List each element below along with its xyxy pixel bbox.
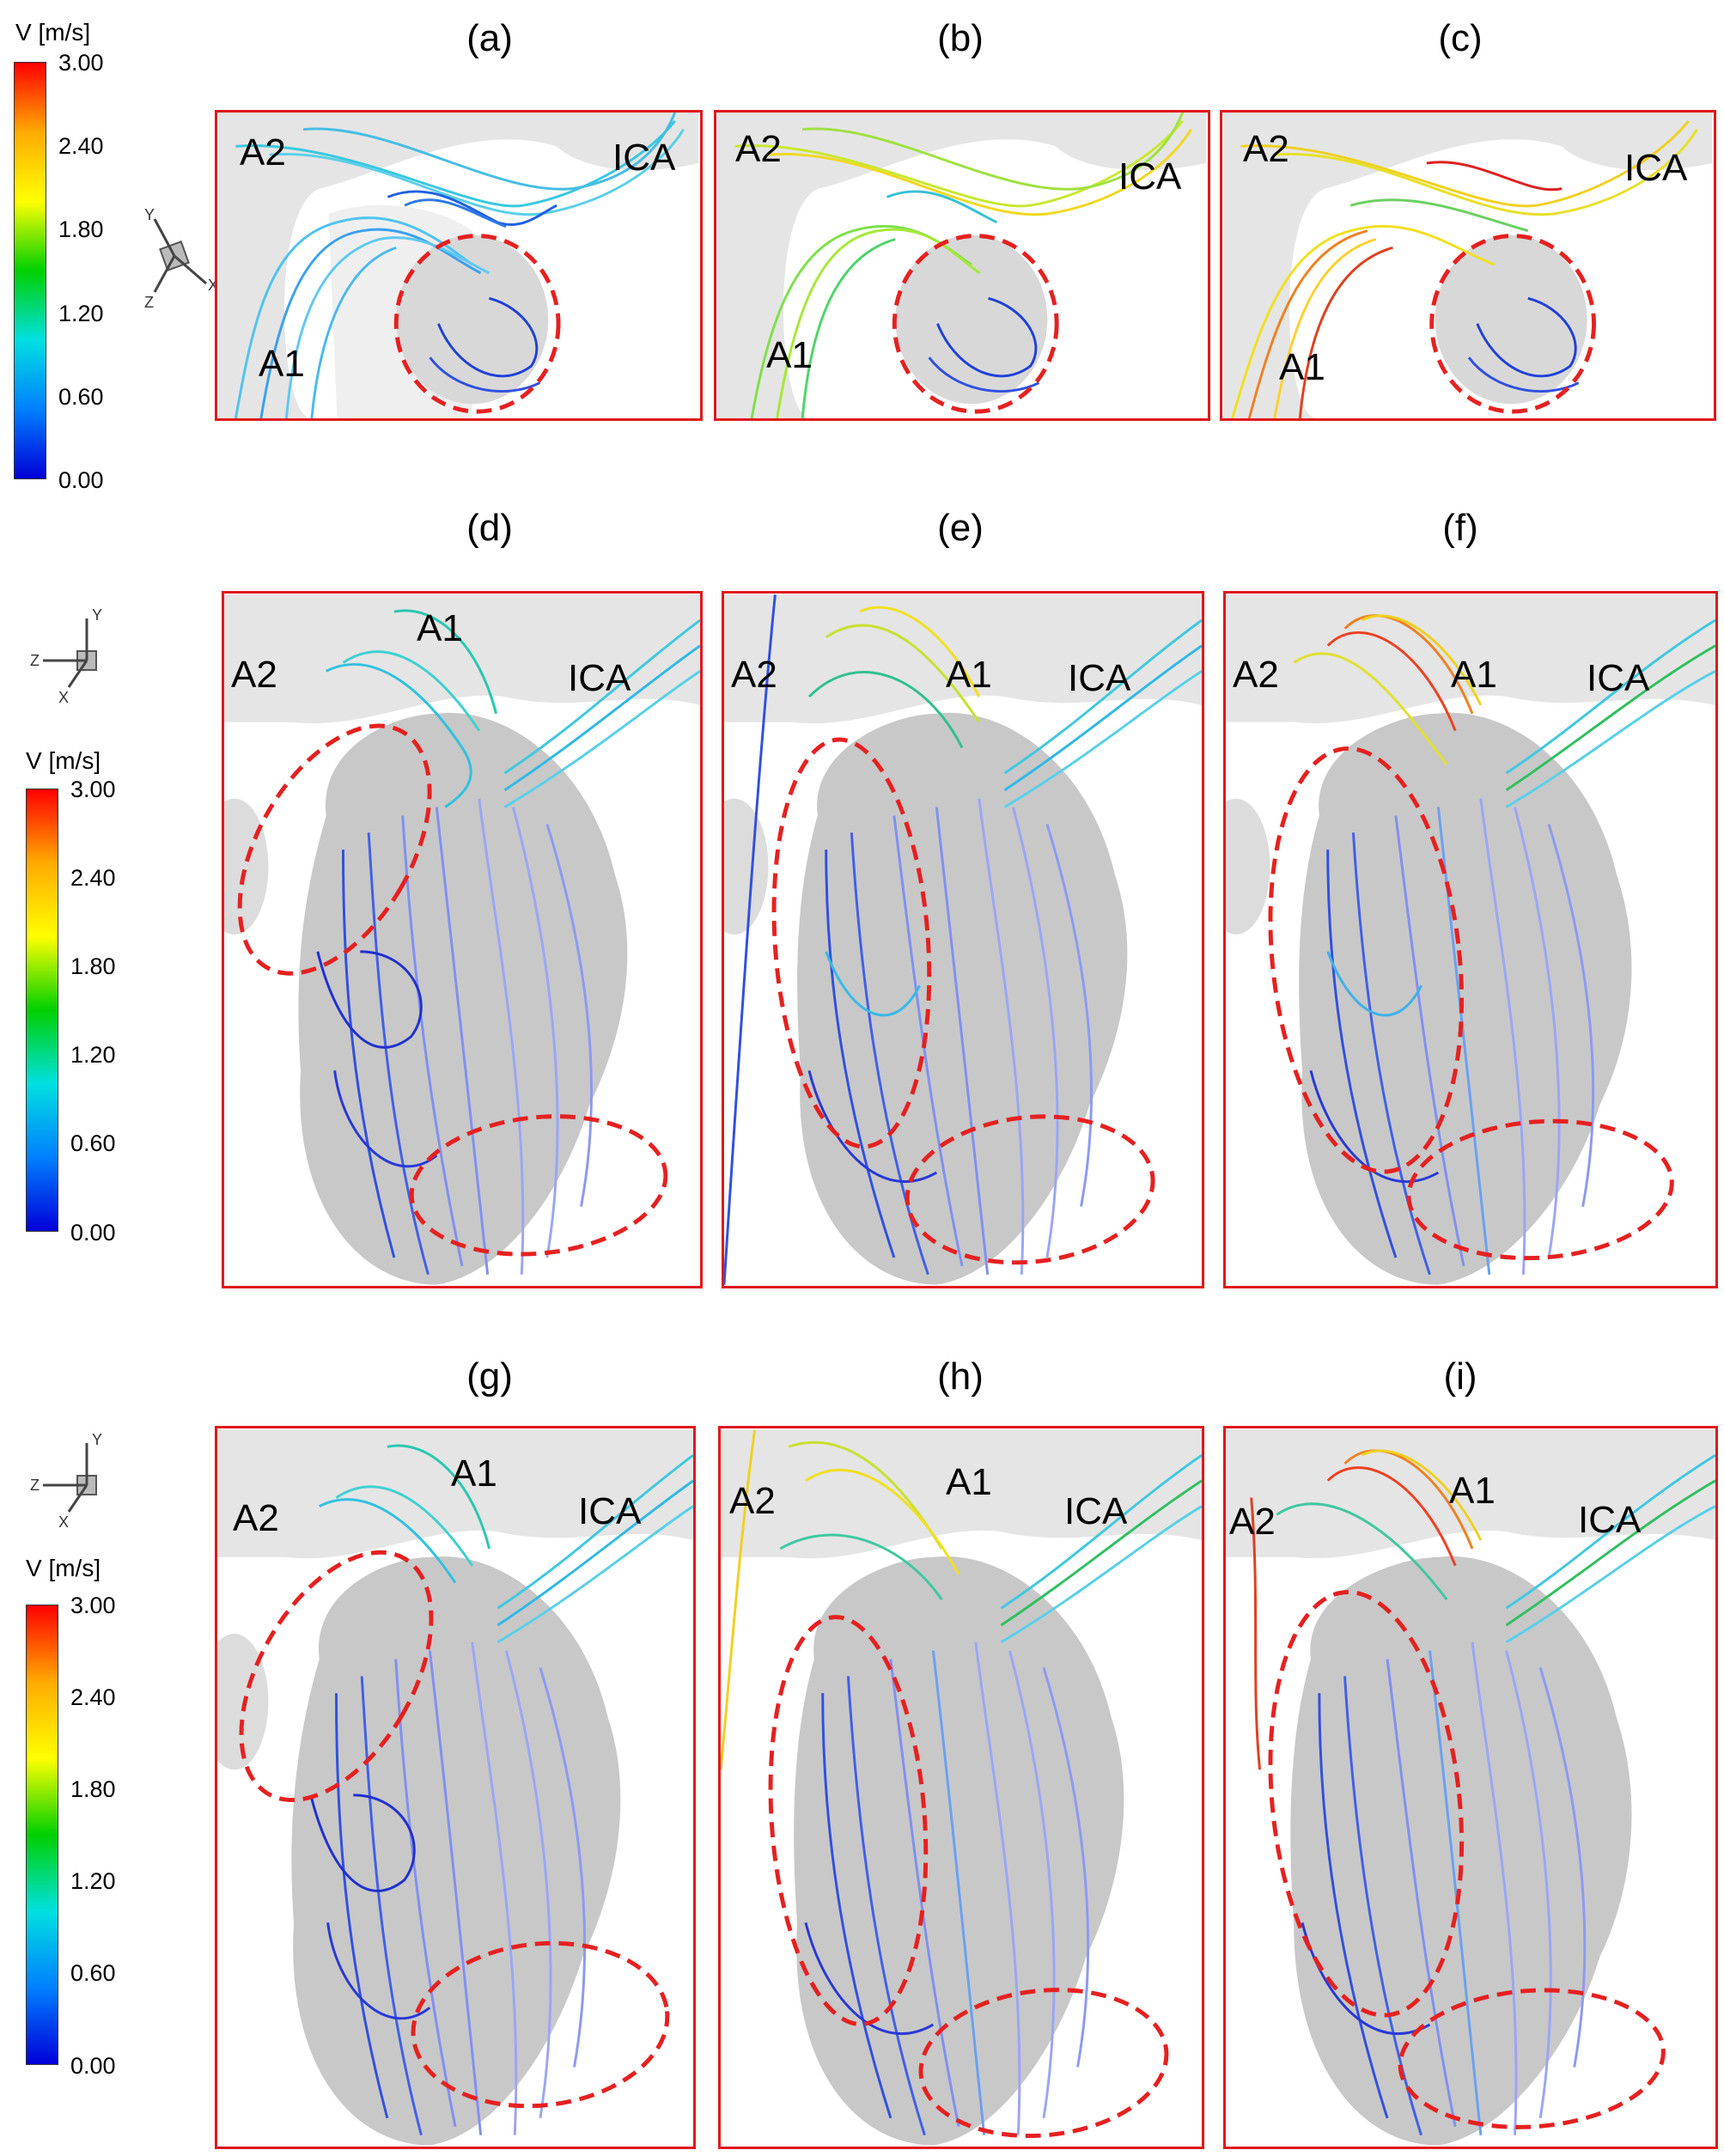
panel-a: A2 ICA A1 [215,110,703,421]
vessel-label-a2: A2 [1229,1501,1276,1543]
streamline-plot [1226,594,1715,1285]
vessel-label-ica: ICA [568,657,631,699]
colorbar-title-1: V [m/s] [15,19,91,46]
vessel-label-a1: A1 [1279,346,1325,388]
panel-f: A1 A2 ICA [1223,591,1718,1288]
colorbar-tick-1: 3.00 [58,50,104,76]
streamline-plot [217,1429,693,2146]
colorbar-tick-3: 1.80 [70,1776,116,1802]
panel-label-c: (c) [1438,17,1483,59]
vessel-label-a2: A2 [233,1497,279,1539]
panel-i: A1 A2 ICA [1223,1426,1718,2149]
highlight-ellipse [771,737,1155,1265]
highlight-ellipse [237,723,668,1257]
axes-triad-icon: Y Z X [30,1431,102,1531]
vessel-label-a1: A1 [1449,1470,1496,1512]
panel-label-g: (g) [466,1355,513,1398]
axis-label: Y [144,206,155,223]
colorbar-tick-3: 2.40 [70,1684,116,1710]
colorbar-tick-2: 0.00 [70,1220,116,1245]
axis-label: Z [30,1477,40,1494]
colorbar-tick-3: 0.00 [70,2053,116,2079]
streamline-plot [218,113,699,418]
axis-label: X [58,1513,69,1531]
colorbar-tick-2: 3.00 [70,777,116,802]
vessel-label-a1: A1 [766,334,813,376]
panel-label-d: (d) [466,507,513,549]
axes-triad-icon: Y Z X [30,606,102,706]
colorbar-tick-1: 0.00 [58,467,104,493]
panel-label-e: (e) [937,507,984,549]
vessel-label-ica: ICA [1578,1499,1642,1541]
vessel-label-a2: A2 [240,131,286,174]
colorbar-title-2: V [m/s] [26,747,101,774]
streamline-plot [717,113,1207,418]
panel-label-b: (b) [937,17,984,59]
colorbar-tick-3: 0.60 [70,1960,116,1986]
streamline-plot [1223,113,1713,418]
colorbar-tick-2: 2.40 [70,865,116,891]
vessel-label-a1: A1 [1451,654,1497,696]
colorbar-tick-2: 0.60 [70,1130,116,1156]
panel-label-a: (a) [466,17,513,59]
colorbar-tick-2: 1.20 [70,1042,116,1068]
panel-label-f: (f) [1442,507,1478,549]
vessel-label-a2: A2 [735,128,782,170]
colorbar-tick-2: 1.80 [70,953,116,979]
vessel-label-a2: A2 [231,654,277,696]
axis-label: Y [92,606,102,624]
vessel-label-a2: A2 [731,654,777,696]
axis-label: Y [92,1431,102,1448]
highlight-ellipse [239,1550,670,2109]
streamline-plot [721,1429,1202,2146]
panel-h: A1 A2 ICA [718,1426,1204,2149]
vessel-label-a2: A2 [1233,654,1279,696]
colorbar-tick-1: 0.60 [58,384,104,410]
colorbar-title-3: V [m/s] [26,1555,101,1581]
highlight-ellipse [768,1615,1169,2139]
colorbar-gradient-3 [26,1605,58,2065]
axes-triad-icon: Y X Z [144,206,218,311]
vessel-label-ica: ICA [1118,155,1182,198]
colorbar-gradient-1 [14,62,46,479]
highlight-ellipse [393,234,561,414]
axis-label: Z [144,294,154,311]
highlight-ellipse [1268,1590,1666,2129]
streamline-plot [224,594,700,1285]
panel-c: A2 ICA A1 [1220,110,1716,421]
highlight-ellipse [1268,746,1674,1261]
panel-e: A1 A2 ICA [722,591,1204,1288]
panel-g: A1 A2 ICA [215,1426,696,2149]
vessel-label-a1: A1 [451,1453,497,1495]
vessel-label-ica: ICA [1624,147,1688,189]
panel-label-i: (i) [1443,1355,1477,1398]
vessel-label-a1: A1 [417,607,463,649]
vessel-label-a1: A1 [946,654,992,696]
colorbar-tick-3: 3.00 [70,1593,116,1618]
colorbar-tick-1: 1.20 [58,301,104,326]
panel-label-h: (h) [937,1355,984,1398]
colorbar-tick-1: 1.80 [58,216,104,242]
vessel-label-a1: A1 [259,343,305,385]
vessel-label-a2: A2 [729,1480,776,1522]
vessel-label-ica: ICA [612,137,676,179]
highlight-ellipse [892,234,1059,414]
panel-b: A2 ICA A1 [714,110,1210,421]
vessel-label-a2: A2 [1243,128,1289,170]
axis-label: X [58,689,69,706]
vessel-label-ica: ICA [1587,657,1650,699]
vessel-label-ica: ICA [1068,657,1131,699]
vessel-label-ica: ICA [1064,1490,1128,1532]
vessel-label-ica: ICA [578,1490,642,1532]
highlight-ellipse [1429,234,1596,414]
colorbar-tick-3: 1.20 [70,1868,116,1894]
axis-label: Z [30,652,40,669]
vessel-label-a1: A1 [946,1461,992,1503]
panel-d: A1 A2 ICA [222,591,703,1288]
colorbar-gradient-2 [26,789,58,1232]
colorbar-tick-1: 2.40 [58,133,104,159]
